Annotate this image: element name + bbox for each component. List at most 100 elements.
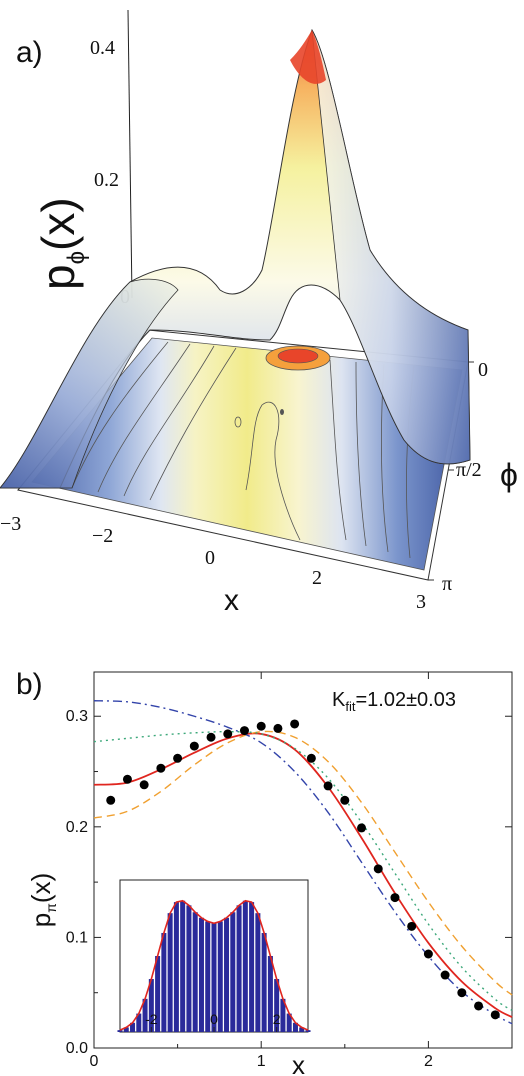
data-point — [390, 893, 400, 903]
histogram-bar — [173, 902, 179, 1032]
z-axis-title-main: p — [32, 264, 84, 290]
data-point — [323, 781, 333, 791]
z-axis-title-sub: ϕ — [63, 251, 90, 264]
svg-text:pπ(x): pπ(x) — [26, 873, 59, 927]
surface-right-side — [311, 29, 471, 465]
data-point — [206, 732, 216, 742]
z-axis-line — [127, 9, 133, 299]
histogram-bar — [274, 979, 280, 1032]
histogram-bar — [286, 1013, 292, 1032]
data-point — [273, 723, 283, 733]
data-point — [156, 763, 166, 773]
data-point — [440, 970, 450, 980]
data-points — [106, 719, 500, 1020]
histogram-bar — [130, 1022, 136, 1032]
z-tick-label: 0.4 — [90, 37, 115, 59]
x-tick-label: 0 — [205, 547, 215, 569]
inset-tick-label: 0 — [210, 1011, 218, 1027]
data-point — [457, 988, 467, 998]
panel-b-label: b) — [16, 668, 43, 701]
inset-histogram — [117, 900, 311, 1032]
histogram-bar — [230, 912, 236, 1032]
y-tick-label: 0.3 — [66, 708, 88, 725]
histogram-bar — [148, 979, 154, 1032]
floor-small-contour — [280, 409, 284, 415]
data-point — [407, 921, 417, 931]
x-axis-title: x — [292, 1050, 305, 1076]
data-point — [106, 795, 116, 805]
phi-tick-label: 0 — [478, 359, 488, 381]
histogram-bar — [205, 921, 211, 1032]
data-point — [173, 753, 183, 763]
histogram-bar — [217, 921, 223, 1032]
histogram-bar — [211, 923, 217, 1032]
fit-annotation-main: K — [332, 689, 346, 711]
histogram-bar — [267, 956, 273, 1032]
x-tick-label: −3 — [0, 513, 21, 535]
x-tick-label: 1 — [257, 1053, 266, 1070]
y-axis-title: pπ(x) — [26, 873, 59, 927]
floor-peak-core — [277, 348, 319, 364]
surface-left-side — [0, 278, 179, 489]
data-point — [189, 741, 199, 751]
z-axis-title: pϕ(x) — [32, 197, 90, 290]
histogram-bar — [255, 913, 261, 1032]
curve-dashdot — [93, 700, 513, 1025]
data-point — [290, 719, 300, 729]
histogram-bar — [299, 1027, 305, 1032]
phi-tick-label: π/2 — [456, 459, 482, 481]
y-tick-label: 0.1 — [66, 929, 88, 946]
inset-fit-curve — [119, 899, 309, 1031]
histogram-bar — [249, 902, 255, 1032]
y-axis-title-tail: (x) — [26, 873, 56, 903]
inset-x-ticks: -2 0 2 — [145, 1011, 281, 1032]
phi-axis-title: ϕ — [500, 457, 518, 493]
histogram-bar — [186, 905, 192, 1032]
fit-annotation-tail: =1.02±0.03 — [355, 689, 456, 711]
x-ticks: 0 1 2 — [90, 672, 433, 1070]
x-tick-label: 2 — [424, 1053, 433, 1070]
y-axis-title-main: p — [26, 913, 56, 927]
histogram-bar — [198, 917, 204, 1032]
panel-a-surface-plot: a) 0.4 0.2 0 pϕ(x) — [0, 9, 518, 617]
histogram-bar — [161, 932, 167, 1032]
svg-text:pϕ(x): pϕ(x) — [32, 197, 90, 290]
panel-a-label: a) — [16, 36, 43, 69]
histogram-bar — [123, 1027, 129, 1032]
histogram-bar — [261, 932, 267, 1032]
data-point — [256, 721, 266, 731]
inset-tick-label: 2 — [273, 1011, 281, 1027]
histogram-bar — [117, 1030, 123, 1032]
x-tick-label: 0 — [90, 1053, 99, 1070]
phi-tick-label: π — [442, 573, 452, 595]
y-tick-label: 0.0 — [66, 1040, 88, 1057]
histogram-bar — [142, 998, 148, 1032]
data-point — [373, 864, 383, 874]
data-point — [239, 726, 249, 736]
y-tick-label: 0.2 — [66, 819, 88, 836]
fit-annotation: Kfit=1.02±0.03 — [332, 689, 456, 714]
data-point — [490, 1010, 500, 1020]
z-tick-label: 0.2 — [94, 169, 119, 191]
data-point — [306, 753, 316, 763]
histogram-bar — [192, 912, 198, 1032]
data-point — [423, 949, 433, 959]
histogram-bar — [280, 998, 286, 1032]
histogram-bar — [305, 1030, 311, 1032]
inset-fit-line — [119, 899, 309, 1031]
x-tick-label: −2 — [92, 525, 113, 547]
histogram-bar — [292, 1022, 298, 1032]
histogram-bar — [180, 900, 186, 1032]
panel-b-line-plot: b) 0 1 2 0.0 0.1 0.2 0.3 x pπ(x) Kfit=1.02±0.… — [16, 668, 513, 1076]
histogram-bar — [167, 913, 173, 1032]
x-axis-title: x — [224, 584, 239, 617]
data-point — [122, 774, 132, 784]
data-point — [340, 795, 350, 805]
histogram-bar — [224, 917, 230, 1032]
y-ticks: 0.0 0.1 0.2 0.3 — [66, 708, 512, 1057]
x-tick-label: 2 — [312, 567, 322, 589]
fit-annotation-sub: fit — [345, 699, 356, 714]
histogram-bar — [242, 900, 248, 1032]
z-axis-title-tail: (x) — [32, 197, 84, 251]
